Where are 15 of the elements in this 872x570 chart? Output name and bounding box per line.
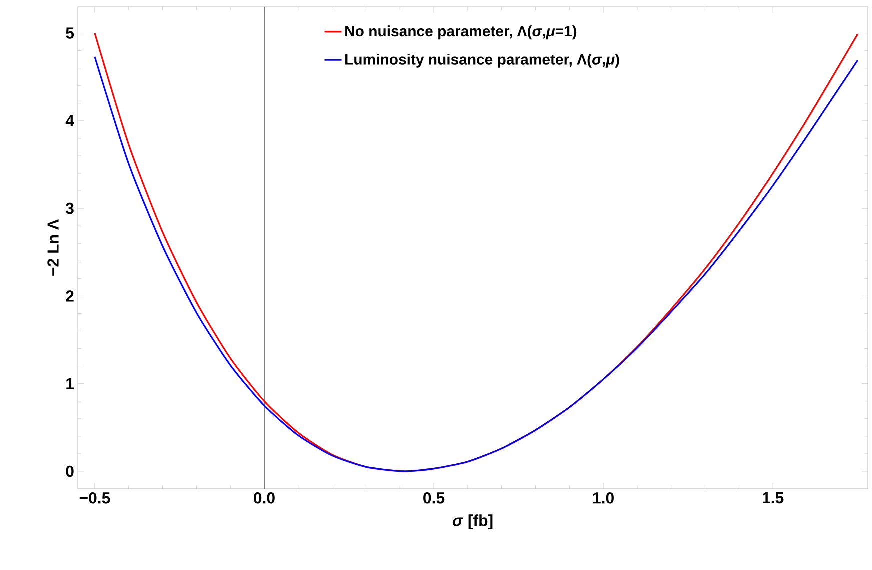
y-tick-label: 0	[66, 466, 74, 478]
x-tick-label: 1.0	[593, 492, 614, 504]
x-tick-label: 1.5	[762, 492, 784, 504]
x-axis-title: σ [fb]	[452, 514, 493, 530]
x-tick-label: −0.5	[80, 492, 110, 504]
x-tick-label: 0.5	[424, 492, 445, 504]
y-axis-title: −2 Ln Λ	[48, 220, 59, 276]
x-tick-label: 0.0	[254, 492, 275, 504]
legend-label: No nuisance parameter, Λ(σ,μ=1)	[346, 26, 577, 40]
y-tick-label: 1	[66, 378, 74, 390]
y-tick-label: 5	[66, 28, 74, 39]
y-tick-label: 2	[66, 290, 74, 302]
y-tick-label: 3	[66, 202, 74, 214]
y-tick-label: 4	[66, 115, 74, 126]
legend-label: Luminosity nuisance parameter, Λ(σ,μ)	[346, 54, 620, 68]
